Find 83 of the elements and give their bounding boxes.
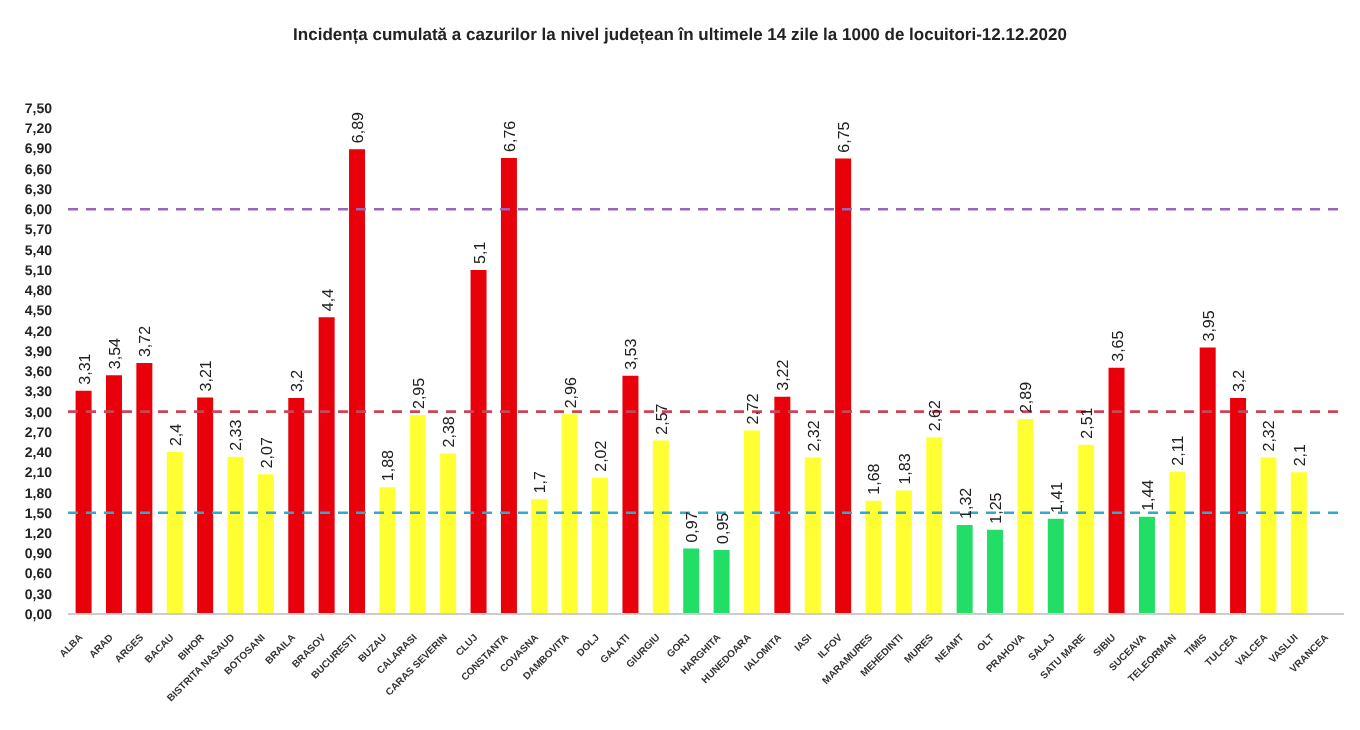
data-label: 3,2 [1230, 368, 1249, 393]
data-label: 2,33 [227, 418, 246, 451]
data-label: 0,97 [683, 510, 702, 543]
bar [1047, 518, 1064, 614]
data-label: 3,72 [136, 324, 155, 358]
data-label: 3,31 [75, 352, 94, 385]
data-label: 2,57 [652, 402, 671, 435]
data-label: 2,62 [926, 399, 945, 432]
bar [1260, 457, 1277, 614]
bar [1138, 516, 1155, 614]
data-label: 1,44 [1138, 478, 1157, 511]
bar [1169, 471, 1186, 614]
data-label: 2,11 [1169, 434, 1188, 466]
data-label: 1,68 [865, 462, 884, 495]
bar [1230, 398, 1247, 614]
data-label: 1,32 [956, 486, 975, 519]
bar [166, 452, 183, 614]
bar [197, 397, 214, 614]
data-label: 6,89 [349, 110, 368, 144]
bar [440, 453, 457, 614]
data-label: 2,89 [1017, 380, 1036, 414]
bar [987, 529, 1004, 614]
bar [1108, 367, 1125, 614]
bar [592, 477, 609, 614]
data-label: 2,38 [440, 415, 459, 448]
data-label: 1,7 [531, 469, 550, 494]
bar [804, 457, 821, 614]
data-label: 4,4 [318, 287, 337, 312]
bar [409, 414, 426, 614]
bar [105, 375, 122, 614]
bar [683, 548, 700, 614]
data-label: 2,32 [804, 419, 823, 452]
bar [136, 363, 153, 614]
bar [956, 524, 973, 614]
bar [774, 396, 791, 614]
bar [622, 375, 639, 614]
bar [1017, 419, 1034, 614]
bar [713, 549, 730, 614]
bar [1290, 472, 1307, 614]
bar [500, 157, 517, 614]
data-label: 3,22 [774, 358, 793, 391]
data-label: 5,1 [470, 240, 489, 264]
bar [470, 269, 487, 614]
chart-title: Incidența cumulată a cazurilor la nivel județean în ultimele 14 zile la 1000 de locuitori-12.12.2020 [291, 24, 1069, 44]
bar [561, 414, 578, 614]
data-label: 1,25 [987, 491, 1006, 524]
bar [895, 490, 912, 614]
data-label: 2,72 [743, 392, 762, 425]
data-label: 6,75 [835, 120, 854, 153]
bar [743, 430, 760, 614]
bar [1078, 444, 1095, 614]
data-label: 3,65 [1108, 329, 1127, 362]
bar [835, 158, 852, 614]
data-label: 2,07 [257, 436, 276, 469]
bar [257, 474, 274, 614]
data-label: 3,95 [1199, 309, 1218, 342]
data-label: 2,51 [1078, 406, 1097, 439]
bar [227, 456, 244, 614]
bar [349, 149, 366, 614]
data-label: 2,02 [592, 439, 611, 472]
bar [75, 390, 92, 614]
data-label: 3,54 [105, 336, 124, 370]
data-label: 1,88 [379, 448, 398, 482]
bar [288, 398, 305, 614]
bar [318, 317, 335, 614]
data-label: 3,53 [622, 337, 641, 370]
bar [1199, 347, 1216, 614]
data-label: 2,96 [561, 376, 580, 409]
data-label: 2,4 [166, 422, 185, 447]
bar [865, 500, 882, 614]
data-label: 2,1 [1290, 442, 1309, 467]
data-label: 1,83 [895, 452, 914, 485]
data-label: 6,76 [500, 119, 519, 152]
data-label: 3,21 [197, 359, 216, 392]
bar [652, 440, 669, 614]
data-label: 3,2 [288, 368, 307, 393]
bar [926, 437, 943, 614]
data-label: 0,95 [713, 511, 732, 544]
bar [379, 487, 396, 614]
data-label: 2,32 [1260, 419, 1279, 452]
data-label: 1,41 [1047, 480, 1066, 513]
bar [531, 499, 548, 614]
data-label: 2,95 [409, 376, 428, 409]
